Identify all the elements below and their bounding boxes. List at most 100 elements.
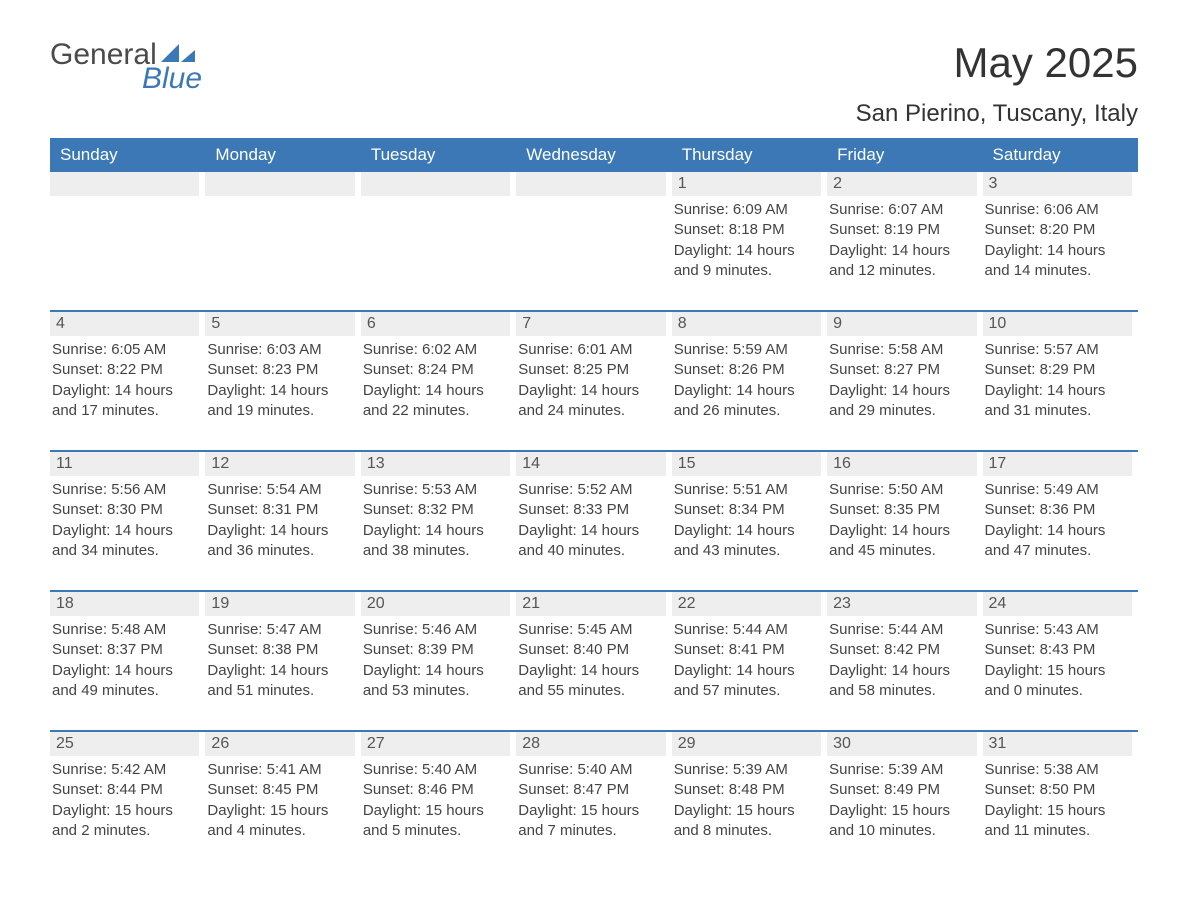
day-number: 25 — [50, 732, 199, 756]
daylight-text: Daylight: 15 hours and 7 minutes. — [518, 801, 665, 842]
day-number — [205, 172, 354, 196]
day-cell — [205, 172, 360, 290]
day-number: 28 — [516, 732, 665, 756]
sunset-text: Sunset: 8:41 PM — [674, 640, 821, 660]
daylight-text: Daylight: 14 hours and 58 minutes. — [829, 661, 976, 702]
day-number: 16 — [827, 452, 976, 476]
day-number: 14 — [516, 452, 665, 476]
day-number: 19 — [205, 592, 354, 616]
day-body: Sunrise: 6:02 AMSunset: 8:24 PMDaylight:… — [361, 340, 510, 421]
day-body: Sunrise: 5:43 AMSunset: 8:43 PMDaylight:… — [983, 620, 1132, 701]
day-body: Sunrise: 5:46 AMSunset: 8:39 PMDaylight:… — [361, 620, 510, 701]
day-cell: 24Sunrise: 5:43 AMSunset: 8:43 PMDayligh… — [983, 592, 1138, 710]
day-body: Sunrise: 5:44 AMSunset: 8:42 PMDaylight:… — [827, 620, 976, 701]
day-body: Sunrise: 6:09 AMSunset: 8:18 PMDaylight:… — [672, 200, 821, 281]
sunrise-text: Sunrise: 5:43 AM — [985, 620, 1132, 640]
day-cell: 28Sunrise: 5:40 AMSunset: 8:47 PMDayligh… — [516, 732, 671, 850]
day-body: Sunrise: 5:53 AMSunset: 8:32 PMDaylight:… — [361, 480, 510, 561]
day-cell: 8Sunrise: 5:59 AMSunset: 8:26 PMDaylight… — [672, 312, 827, 430]
day-body: Sunrise: 5:47 AMSunset: 8:38 PMDaylight:… — [205, 620, 354, 701]
daylight-text: Daylight: 14 hours and 51 minutes. — [207, 661, 354, 702]
day-body: Sunrise: 6:06 AMSunset: 8:20 PMDaylight:… — [983, 200, 1132, 281]
day-body: Sunrise: 5:57 AMSunset: 8:29 PMDaylight:… — [983, 340, 1132, 421]
day-cell: 12Sunrise: 5:54 AMSunset: 8:31 PMDayligh… — [205, 452, 360, 570]
day-cell — [361, 172, 516, 290]
day-number: 4 — [50, 312, 199, 336]
day-body: Sunrise: 6:07 AMSunset: 8:19 PMDaylight:… — [827, 200, 976, 281]
days-of-week-header: SundayMondayTuesdayWednesdayThursdayFrid… — [50, 138, 1138, 172]
sunset-text: Sunset: 8:39 PM — [363, 640, 510, 660]
day-body: Sunrise: 5:54 AMSunset: 8:31 PMDaylight:… — [205, 480, 354, 561]
day-cell: 14 Sunrise: 5:52 AMSunset: 8:33 PMDayligh… — [516, 452, 671, 570]
day-body: Sunrise: 5:39 AMSunset: 8:48 PMDaylight:… — [672, 760, 821, 841]
day-cell: 18Sunrise: 5:48 AMSunset: 8:37 PMDayligh… — [50, 592, 205, 710]
day-body: Sunrise: 5:40 AMSunset: 8:46 PMDaylight:… — [361, 760, 510, 841]
sunset-text: Sunset: 8:38 PM — [207, 640, 354, 660]
sunrise-text: Sunrise: 6:02 AM — [363, 340, 510, 360]
day-number: 13 — [361, 452, 510, 476]
week-row: 25Sunrise: 5:42 AMSunset: 8:44 PMDayligh… — [50, 730, 1138, 850]
dow-cell: Saturday — [983, 138, 1138, 172]
daylight-text: Daylight: 14 hours and 45 minutes. — [829, 521, 976, 562]
dow-cell: Wednesday — [516, 138, 671, 172]
day-body: Sunrise: 5:38 AMSunset: 8:50 PMDaylight:… — [983, 760, 1132, 841]
day-cell: 13 Sunrise: 5:53 AMSunset: 8:32 PMDayligh… — [361, 452, 516, 570]
day-number: 15 — [672, 452, 821, 476]
sunset-text: Sunset: 8:29 PM — [985, 360, 1132, 380]
sunset-text: Sunset: 8:25 PM — [518, 360, 665, 380]
sunrise-text: Sunrise: 5:53 AM — [363, 480, 510, 500]
sunset-text: Sunset: 8:45 PM — [207, 780, 354, 800]
day-cell: 10Sunrise: 5:57 AMSunset: 8:29 PMDayligh… — [983, 312, 1138, 430]
logo-text-blue: Blue — [142, 64, 202, 94]
daylight-text: Daylight: 14 hours and 31 minutes. — [985, 381, 1132, 422]
day-number: 31 — [983, 732, 1132, 756]
day-cell: 17Sunrise: 5:49 AMSunset: 8:36 PMDayligh… — [983, 452, 1138, 570]
sunset-text: Sunset: 8:31 PM — [207, 500, 354, 520]
week-row: 11Sunrise: 5:56 AMSunset: 8:30 PMDayligh… — [50, 450, 1138, 570]
day-body: Sunrise: 5:52 AMSunset: 8:33 PMDaylight:… — [516, 480, 665, 561]
sunset-text: Sunset: 8:40 PM — [518, 640, 665, 660]
sunrise-text: Sunrise: 5:45 AM — [518, 620, 665, 640]
sunset-text: Sunset: 8:44 PM — [52, 780, 199, 800]
day-number: 8 — [672, 312, 821, 336]
sunrise-text: Sunrise: 5:46 AM — [363, 620, 510, 640]
sunrise-text: Sunrise: 5:50 AM — [829, 480, 976, 500]
daylight-text: Daylight: 14 hours and 57 minutes. — [674, 661, 821, 702]
day-cell: 4Sunrise: 6:05 AMSunset: 8:22 PMDaylight… — [50, 312, 205, 430]
sunrise-text: Sunrise: 6:06 AM — [985, 200, 1132, 220]
daylight-text: Daylight: 14 hours and 49 minutes. — [52, 661, 199, 702]
sunset-text: Sunset: 8:24 PM — [363, 360, 510, 380]
sunrise-text: Sunrise: 6:01 AM — [518, 340, 665, 360]
day-number: 21 — [516, 592, 665, 616]
month-title: May 2025 — [856, 40, 1138, 86]
daylight-text: Daylight: 14 hours and 40 minutes. — [518, 521, 665, 562]
sunrise-text: Sunrise: 5:48 AM — [52, 620, 199, 640]
day-body: Sunrise: 6:01 AMSunset: 8:25 PMDaylight:… — [516, 340, 665, 421]
page-header: General Blue May 2025 San Pierino, Tusca… — [50, 40, 1138, 128]
sunset-text: Sunset: 8:26 PM — [674, 360, 821, 380]
sunrise-text: Sunrise: 5:52 AM — [518, 480, 665, 500]
day-number: 7 — [516, 312, 665, 336]
day-number: 20 — [361, 592, 510, 616]
daylight-text: Daylight: 15 hours and 2 minutes. — [52, 801, 199, 842]
day-cell: 5Sunrise: 6:03 AMSunset: 8:23 PMDaylight… — [205, 312, 360, 430]
day-number: 5 — [205, 312, 354, 336]
sunset-text: Sunset: 8:43 PM — [985, 640, 1132, 660]
daylight-text: Daylight: 14 hours and 14 minutes. — [985, 241, 1132, 282]
sunrise-text: Sunrise: 5:44 AM — [674, 620, 821, 640]
daylight-text: Daylight: 14 hours and 53 minutes. — [363, 661, 510, 702]
day-cell: 2Sunrise: 6:07 AMSunset: 8:19 PMDaylight… — [827, 172, 982, 290]
sunrise-text: Sunrise: 5:54 AM — [207, 480, 354, 500]
logo-text-general: General — [50, 40, 157, 70]
sunrise-text: Sunrise: 5:41 AM — [207, 760, 354, 780]
day-cell: 19 Sunrise: 5:47 AMSunset: 8:38 PMDayligh… — [205, 592, 360, 710]
day-number: 6 — [361, 312, 510, 336]
sunset-text: Sunset: 8:42 PM — [829, 640, 976, 660]
daylight-text: Daylight: 15 hours and 4 minutes. — [207, 801, 354, 842]
calendar-grid: SundayMondayTuesdayWednesdayThursdayFrid… — [50, 138, 1138, 850]
daylight-text: Daylight: 14 hours and 9 minutes. — [674, 241, 821, 282]
calendar-page: General Blue May 2025 San Pierino, Tusca… — [0, 0, 1188, 918]
sunset-text: Sunset: 8:30 PM — [52, 500, 199, 520]
sunrise-text: Sunrise: 5:58 AM — [829, 340, 976, 360]
sunset-text: Sunset: 8:22 PM — [52, 360, 199, 380]
